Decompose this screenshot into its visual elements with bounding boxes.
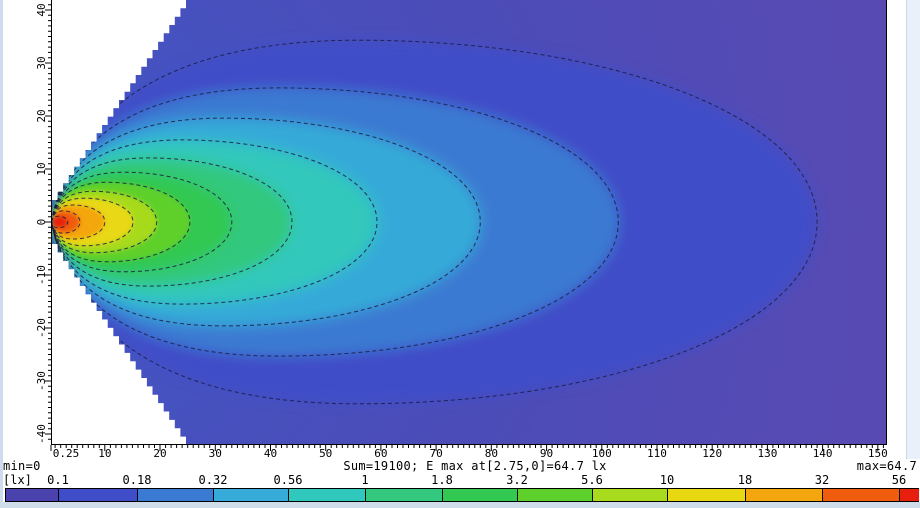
x-tick-label: 110 bbox=[647, 447, 667, 459]
colorbar-label: 1 bbox=[361, 473, 369, 487]
y-tick-label: 0 bbox=[35, 219, 48, 226]
colorbar-label: 56 bbox=[891, 473, 907, 487]
window-bottom-edge bbox=[0, 502, 920, 508]
colorbar-segment bbox=[668, 489, 745, 501]
x-tick-label: 10 bbox=[98, 447, 111, 459]
y-tick-label: -40 bbox=[35, 424, 48, 444]
y-tick-label: -30 bbox=[35, 371, 48, 391]
colorbar-segment bbox=[138, 489, 213, 501]
colorbar-segment bbox=[518, 489, 592, 501]
colorbar-segment bbox=[443, 489, 517, 501]
window-right-edge bbox=[906, 0, 920, 459]
colorbar-segment bbox=[59, 489, 137, 501]
colorbar-segment bbox=[746, 489, 822, 501]
x-tick-label: 120 bbox=[702, 447, 722, 459]
colorbar bbox=[5, 488, 919, 502]
colorbar-segment bbox=[214, 489, 288, 501]
axes bbox=[45, 0, 887, 451]
colorbar-label: 3.2 bbox=[506, 473, 528, 487]
colorbar-segment bbox=[823, 489, 899, 501]
colorbar-segment bbox=[6, 489, 58, 501]
colorbar-scale-labels: [lx] 0.1 0.18 0.32 0.56 1 1.8 3.2 5.6 10 18 32 56 bbox=[0, 473, 920, 487]
x-tick-label: 130 bbox=[757, 447, 777, 459]
contour-line-3.2 bbox=[52, 181, 191, 263]
colorbar-segment bbox=[900, 489, 919, 501]
colorbar-segment bbox=[289, 489, 365, 501]
x-tick-label: 60 bbox=[374, 447, 387, 459]
window-left-edge bbox=[0, 0, 3, 508]
y-tick-label: -20 bbox=[35, 318, 48, 338]
colorbar-label: 18 bbox=[737, 473, 753, 487]
colorbar-label: 32 bbox=[814, 473, 830, 487]
max-value-label: max=64.7 bbox=[856, 459, 917, 473]
x-tick-label: 0.25 bbox=[53, 447, 80, 459]
status-row: min=0 Sum=19100; E max at[2.75,0]=64.7 l… bbox=[0, 459, 920, 473]
min-value-label: min=0 bbox=[3, 459, 41, 473]
colorbar-label: 5.6 bbox=[581, 473, 603, 487]
x-tick-label: 50 bbox=[319, 447, 332, 459]
contour-line-56 bbox=[52, 215, 69, 229]
contour-line-0.18 bbox=[52, 87, 619, 357]
contour-line-0.56 bbox=[52, 139, 378, 305]
y-tick-label: 10 bbox=[35, 162, 48, 175]
x-tick-label: 80 bbox=[485, 447, 498, 459]
colorbar-label: 0.18 bbox=[122, 473, 152, 487]
colorbar-label: 0.32 bbox=[198, 473, 228, 487]
x-axis-ticks bbox=[50, 445, 884, 451]
x-tick-label: 20 bbox=[153, 447, 166, 459]
colorbar-label: 0.56 bbox=[273, 473, 303, 487]
y-tick-label: -10 bbox=[35, 265, 48, 285]
x-tick-label: 140 bbox=[813, 447, 833, 459]
x-tick-label: 90 bbox=[540, 447, 553, 459]
x-tick-label: 70 bbox=[429, 447, 442, 459]
contour-line-0.32 bbox=[52, 117, 481, 327]
unit-label: [lx] bbox=[3, 473, 32, 487]
y-tick-label: 30 bbox=[35, 56, 48, 69]
colorbar-label: 0.1 bbox=[47, 473, 69, 487]
contour-line-1 bbox=[52, 157, 293, 287]
contour-band-56 bbox=[52, 216, 68, 228]
contour-line-5.6 bbox=[52, 190, 158, 254]
x-tick-label: 150 bbox=[868, 447, 888, 459]
sum-emax-label: Sum=19100; E max at[2.75,0]=64.7 lx bbox=[343, 459, 607, 473]
colorbar-segment bbox=[593, 489, 667, 501]
x-tick-label: 40 bbox=[264, 447, 277, 459]
x-tick-label: 100 bbox=[592, 447, 612, 459]
plot-fill-area bbox=[52, 0, 887, 445]
y-tick-label: 40 bbox=[35, 3, 48, 16]
y-tick-label: 20 bbox=[35, 109, 48, 122]
colorbar-segment bbox=[366, 489, 442, 501]
colorbar-label: 10 bbox=[659, 473, 675, 487]
contour-line-1.8 bbox=[52, 171, 233, 273]
x-tick-label: 30 bbox=[209, 447, 222, 459]
y-axis-ticks bbox=[45, 4, 51, 440]
contour-line-0.1 bbox=[52, 39, 818, 405]
colorbar-label: 1.8 bbox=[431, 473, 453, 487]
